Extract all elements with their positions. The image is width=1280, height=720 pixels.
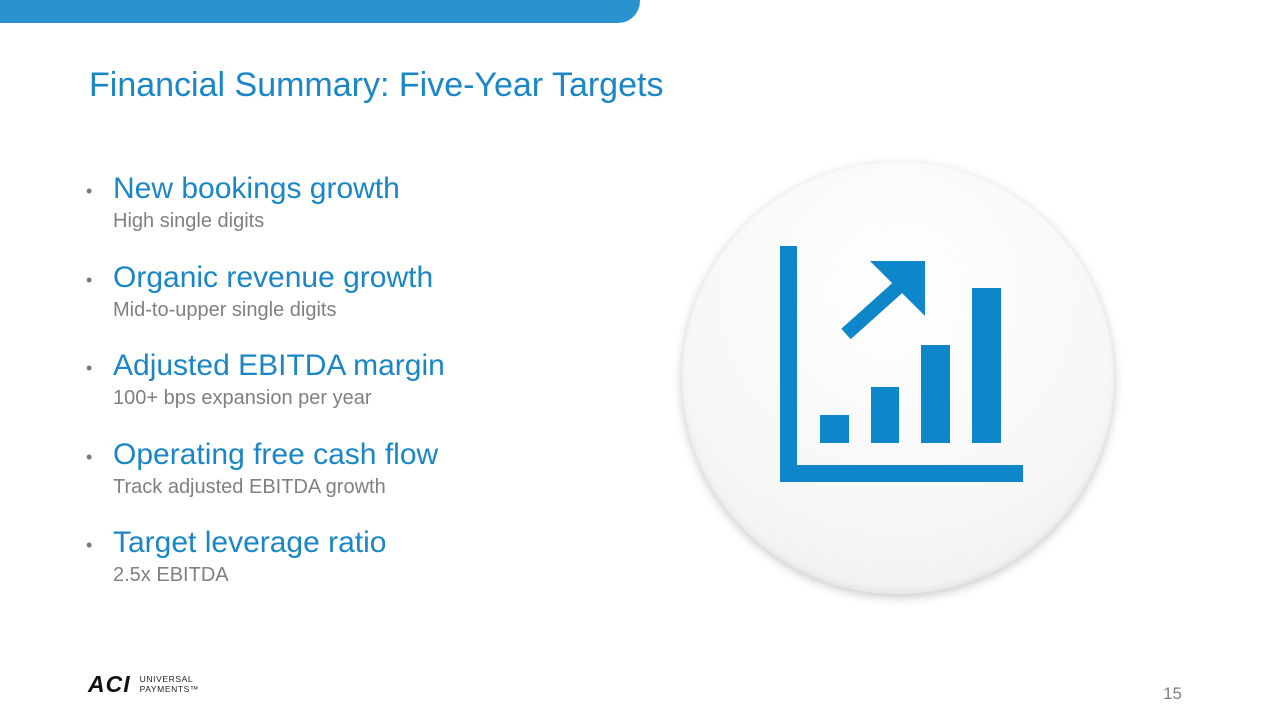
logo-line-1: UNIVERSAL [139,674,194,684]
list-item: • Organic revenue growth Mid-to-upper si… [86,259,626,348]
bullet-detail: Track adjusted EBITDA growth [113,475,386,498]
bullet-dot-icon: • [86,358,93,378]
bullet-heading: Adjusted EBITDA margin [113,349,445,382]
bullet-heading: Organic revenue growth [113,260,434,294]
bullet-detail: High single digits [113,210,265,232]
bullet-dot-icon: • [86,181,93,201]
list-item: • Adjusted EBITDA margin 100+ bps expans… [86,347,626,436]
bullet-dot-icon: • [86,535,93,555]
list-item: • Target leverage ratio 2.5x EBITDA [86,524,626,613]
logo-wordmark: UNIVERSAL PAYMENTS™ [140,674,199,694]
illustration-circle [682,162,1114,594]
bullet-dot-icon: • [86,269,93,290]
bullet-heading: Operating free cash flow [113,437,439,471]
bullet-heading: Target leverage ratio [113,526,387,559]
bullet-dot-icon: • [86,446,93,467]
bullet-detail: Mid-to-upper single digits [113,298,337,321]
list-item: • New bookings growth High single digits [86,170,626,259]
logo-mark: ACI [88,671,131,697]
bar-chart-growth-arrow-icon [780,246,1023,482]
aci-logo: ACI UNIVERSAL PAYMENTS™ [88,672,199,696]
targets-list: • New bookings growth High single digits… [86,170,626,613]
bullet-detail: 100+ bps expansion per year [113,387,372,409]
bullet-heading: New bookings growth [113,172,400,205]
logo-line-2: PAYMENTS™ [139,684,200,694]
top-accent-bar [0,0,640,23]
slide-title: Financial Summary: Five-Year Targets [89,66,664,104]
bullet-detail: 2.5x EBITDA [113,564,229,586]
page-number: 15 [1163,684,1182,703]
list-item: • Operating free cash flow Track adjuste… [86,436,626,525]
